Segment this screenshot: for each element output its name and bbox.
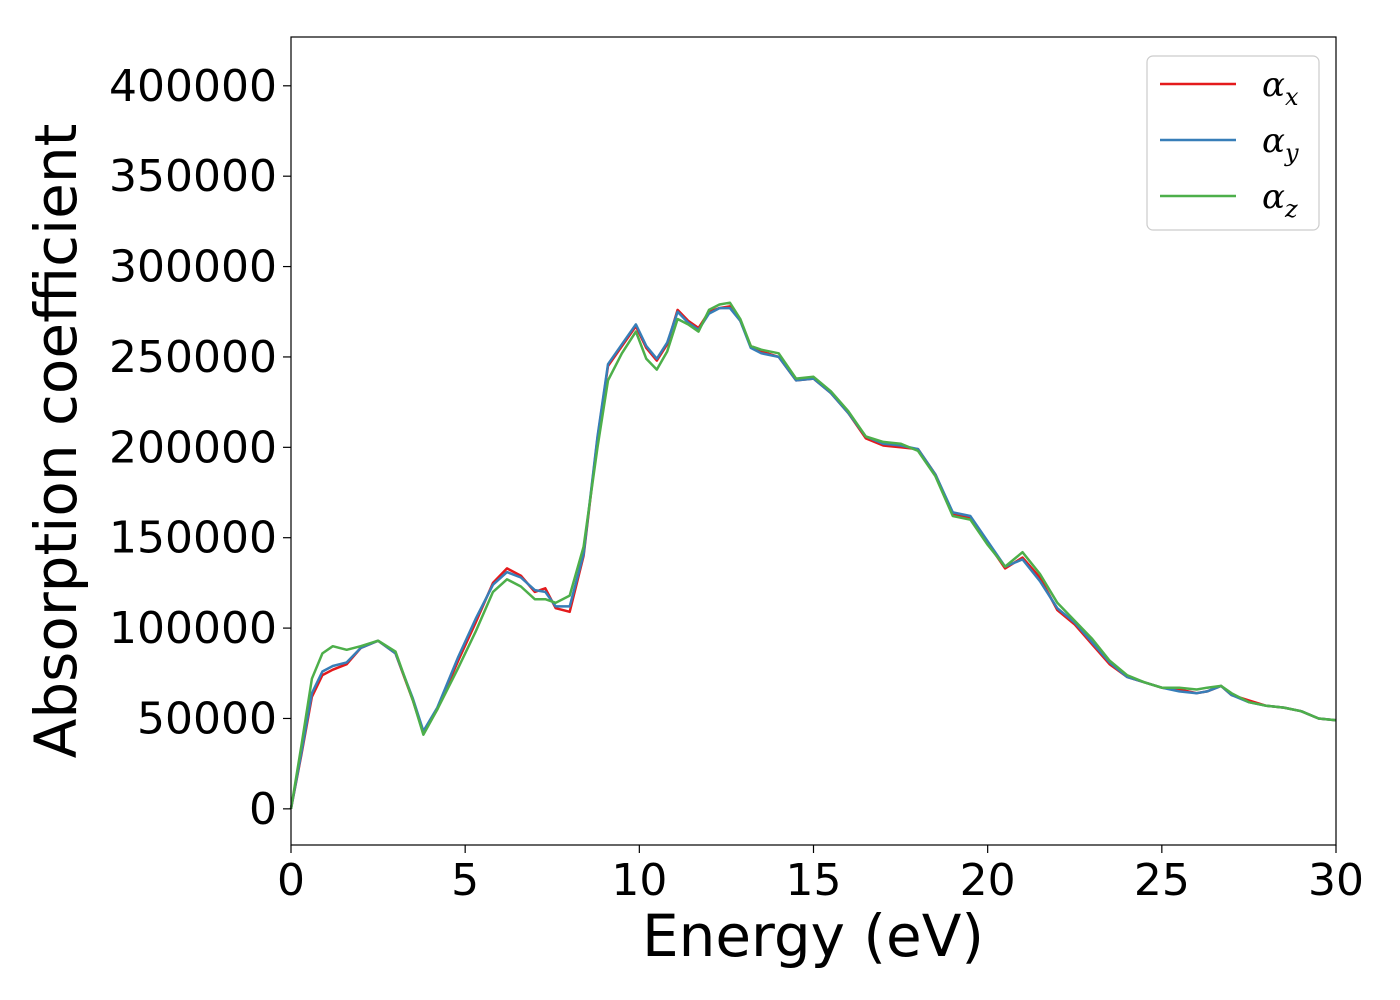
plot-lines: [289, 301, 1337, 810]
y-tick-label: 0: [249, 784, 277, 835]
legend-label-y: αy: [1262, 121, 1299, 167]
series-line-y: [289, 306, 1337, 810]
legend-label-z: αz: [1262, 177, 1298, 223]
y-tick-label: 400000: [109, 61, 277, 112]
x-axis-label: Energy (eV): [642, 902, 984, 970]
y-tick-label: 150000: [109, 513, 277, 564]
x-tick-label: 20: [960, 855, 1016, 906]
x-tick-label: 25: [1134, 855, 1190, 906]
y-axis-ticks: 0 50000 100000 150000 200000 250000 300000 3500…: [109, 61, 291, 835]
legend: αx αy αz: [1146, 55, 1320, 231]
legend-box: [1146, 55, 1320, 231]
x-tick-label: 15: [786, 855, 842, 906]
x-tick-label: 30: [1308, 855, 1364, 906]
x-tick-label: 5: [451, 855, 479, 906]
y-axis-label: Absorption coefficient: [22, 124, 90, 759]
y-tick-label: 100000: [109, 603, 277, 654]
y-tick-label: 300000: [109, 242, 277, 293]
x-axis-ticks: 0 5 10 15 20 25 30: [277, 845, 1364, 906]
series-line-x: [289, 305, 1337, 810]
x-tick-label: 0: [277, 855, 305, 906]
series-line-z: [289, 301, 1337, 810]
legend-label-x: αx: [1262, 65, 1299, 111]
x-tick-label: 10: [611, 855, 667, 906]
y-tick-label: 250000: [109, 332, 277, 383]
y-tick-label: 350000: [109, 151, 277, 202]
y-tick-label: 50000: [137, 693, 277, 744]
y-tick-label: 200000: [109, 422, 277, 473]
